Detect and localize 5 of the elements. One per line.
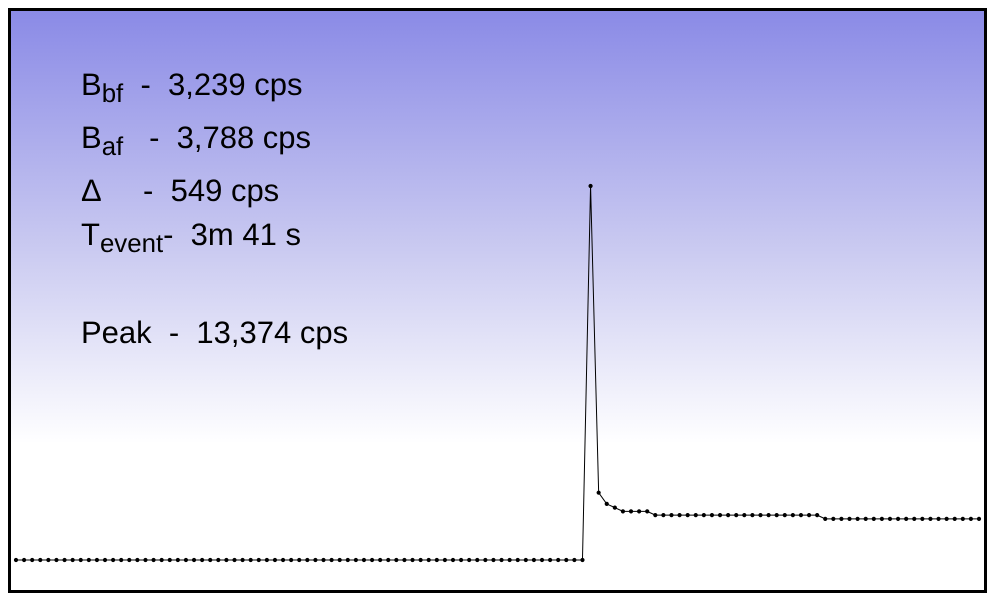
- annotation: Δ - 549 cps: [81, 172, 280, 210]
- text: B$_{af}$ - 3,788 cps: [81, 119, 312, 164]
- annotation: T$_{event}$- 3m 41 s: [81, 216, 302, 261]
- text: B$_{bf}$ - 3,239 cps: [81, 66, 304, 110]
- annotation: Peak - 13,374 cps: [81, 314, 348, 352]
